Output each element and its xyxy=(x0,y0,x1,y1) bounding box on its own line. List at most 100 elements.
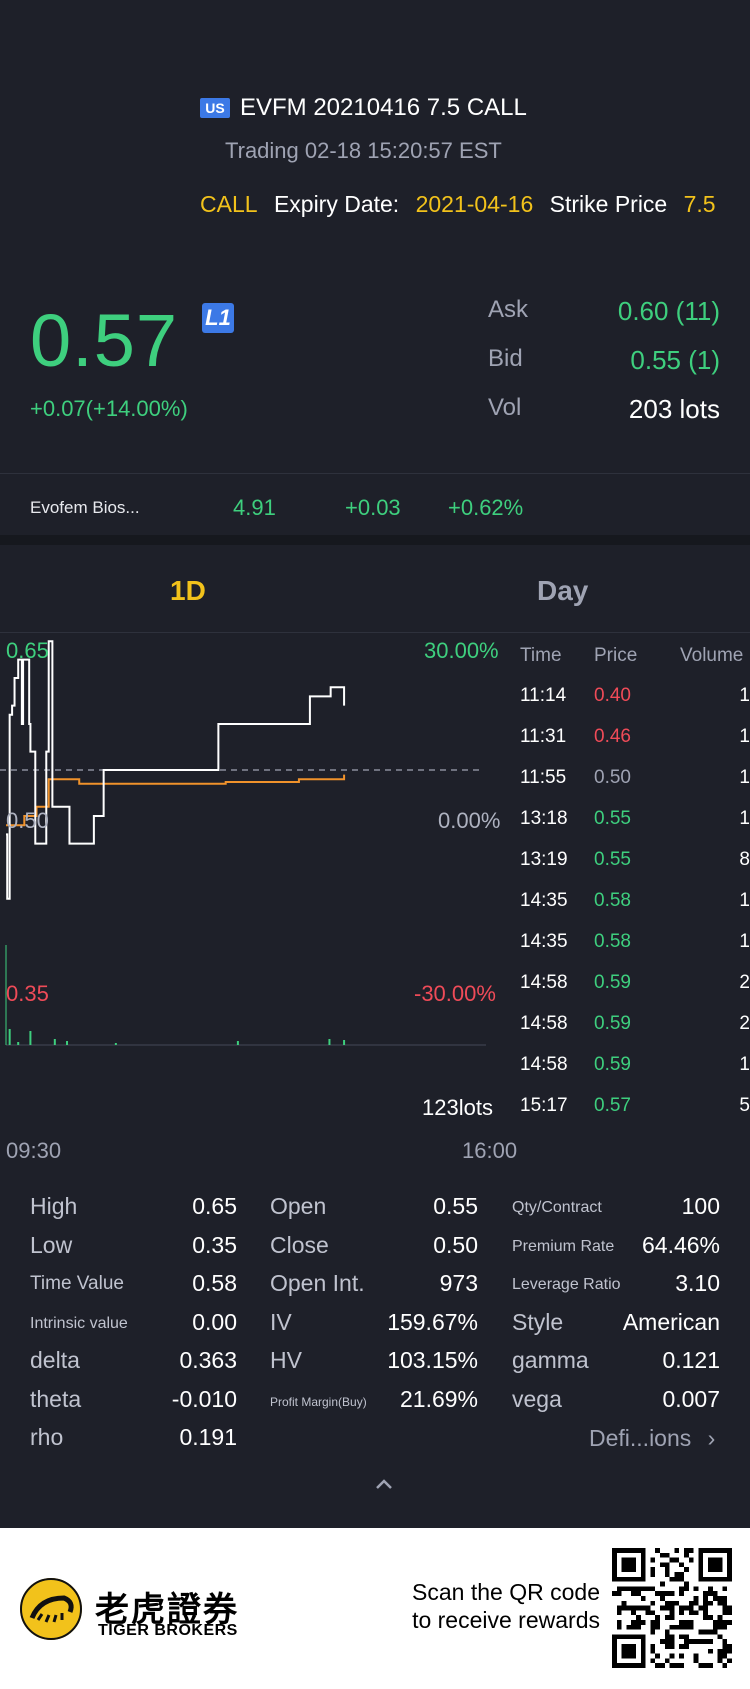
stat-label: Leverage Ratio xyxy=(512,1276,621,1293)
tick-volume: 1 xyxy=(739,808,750,829)
col-header-volume: Volume xyxy=(680,645,744,666)
vol-label: Vol xyxy=(488,394,522,421)
stat-value: 103.15% xyxy=(387,1347,478,1373)
stat-label: Profit Margin(Buy) xyxy=(270,1394,367,1409)
intraday-chart[interactable] xyxy=(0,630,520,1170)
tick-row: 14:58 0.59 2 xyxy=(520,972,750,1016)
tick-volume: 1 xyxy=(739,1054,750,1075)
y-axis-mid: 0.50 xyxy=(6,808,49,833)
brand-name-cn: 老虎證券 xyxy=(95,1591,239,1629)
tick-time: 14:58 xyxy=(520,972,568,993)
tick-price: 0.57 xyxy=(594,1095,631,1116)
tick-row: 13:18 0.55 1 xyxy=(520,808,750,852)
tick-price: 0.59 xyxy=(594,1054,631,1075)
stat-label: Intrinsic value xyxy=(30,1314,128,1332)
scan-text: Scan the QR code to receive rewards xyxy=(380,1578,600,1634)
stat-value: 64.46% xyxy=(641,1231,720,1258)
strike-value: 7.5 xyxy=(683,191,716,217)
price-line xyxy=(6,640,346,900)
definitions-link[interactable]: Defi...ions › xyxy=(589,1425,715,1452)
stat-value: 0.55 xyxy=(433,1193,478,1219)
expiry-label: Expiry Date: xyxy=(273,191,400,217)
tick-row: 11:14 0.40 1 xyxy=(520,685,750,729)
y-axis-low: 0.35 xyxy=(6,981,49,1006)
scan-line-1: Scan the QR code xyxy=(412,1579,600,1605)
pct-axis-low: -30.00% xyxy=(414,981,496,1006)
strike-label: Strike Price xyxy=(549,191,668,217)
ask-label: Ask xyxy=(488,296,529,323)
vol-value: 203 lots xyxy=(628,394,720,424)
average-series xyxy=(6,774,346,827)
bid-value: 0.55 (1) xyxy=(630,345,720,375)
stat-value: 159.67% xyxy=(387,1308,478,1335)
tick-time: 11:31 xyxy=(520,726,567,747)
tick-time: 14:58 xyxy=(520,1013,568,1034)
divider xyxy=(0,632,750,633)
tick-volume: 1 xyxy=(739,890,750,911)
tick-price: 0.58 xyxy=(594,931,631,952)
chevron-right-icon: › xyxy=(707,1425,716,1451)
tick-price: 0.55 xyxy=(594,808,631,829)
definitions-label[interactable]: Defi...ions xyxy=(589,1425,692,1451)
stat-value: 0.121 xyxy=(662,1347,720,1373)
pct-axis-high: 30.00% xyxy=(424,638,499,663)
tiger-logo-icon xyxy=(20,1578,82,1640)
stat-label: gamma xyxy=(512,1347,589,1373)
stat-label: Close xyxy=(270,1231,329,1258)
col-header-price: Price xyxy=(594,645,638,666)
stat-value: 0.007 xyxy=(662,1385,720,1412)
tab-day[interactable]: Day xyxy=(537,575,589,606)
price-change: +0.07(+14.00%) xyxy=(30,396,188,421)
tick-volume: 1 xyxy=(739,726,750,747)
tick-row: 11:55 0.50 1 xyxy=(520,767,750,811)
option-type: CALL xyxy=(200,191,258,217)
tick-volume: 5 xyxy=(739,1095,750,1116)
section-separator xyxy=(0,535,750,545)
chevron-up-icon[interactable] xyxy=(375,1475,393,1493)
stat-value: 0.65 xyxy=(192,1193,237,1219)
stat-value: 0.58 xyxy=(192,1270,237,1296)
expiry-value: 2021-04-16 xyxy=(415,191,534,217)
tab-1d[interactable]: 1D xyxy=(170,575,206,606)
stat-label: Style xyxy=(512,1308,564,1335)
stat-label: Low xyxy=(30,1231,73,1258)
tick-price: 0.59 xyxy=(594,1013,631,1034)
stat-label: vega xyxy=(512,1385,562,1412)
stat-label: rho xyxy=(30,1424,64,1450)
tick-time: 13:18 xyxy=(520,808,568,829)
tick-price: 0.58 xyxy=(594,890,631,911)
tick-price: 0.50 xyxy=(594,767,631,788)
price-series xyxy=(6,640,346,900)
trading-status: Trading 02-18 15:20:57 EST xyxy=(225,138,502,163)
tick-time: 11:14 xyxy=(520,685,567,706)
level1-badge[interactable]: L1 xyxy=(202,303,234,333)
tick-row: 14:35 0.58 1 xyxy=(520,931,750,975)
stat-value: -0.010 xyxy=(171,1385,237,1412)
stat-label: delta xyxy=(30,1347,80,1373)
brand-name-en: TIGER BROKERS xyxy=(98,1622,238,1639)
tick-time: 11:55 xyxy=(520,767,567,788)
underlying-name[interactable]: Evofem Bios... xyxy=(30,498,140,517)
average-line xyxy=(6,774,346,827)
stat-value: 973 xyxy=(439,1270,478,1296)
tick-price: 0.40 xyxy=(594,685,631,706)
divider xyxy=(0,473,750,474)
stat-label: Open xyxy=(270,1193,327,1219)
col-header-time: Time xyxy=(520,645,562,666)
tick-row: 14:58 0.59 2 xyxy=(520,1013,750,1057)
stat-value: 0.191 xyxy=(179,1424,237,1450)
tick-row: 15:17 0.57 5 xyxy=(520,1095,750,1139)
underlying-price: 4.91 xyxy=(233,495,276,520)
stat-value: 100 xyxy=(681,1193,720,1219)
tick-volume: 8 xyxy=(739,849,750,870)
bid-label: Bid xyxy=(488,345,523,372)
stat-label: Premium Rate xyxy=(512,1237,615,1255)
volume-bars xyxy=(8,1029,346,1045)
chart-grid xyxy=(0,769,486,1046)
stat-value: American xyxy=(622,1308,720,1335)
qr-code-icon xyxy=(612,1548,732,1668)
stat-label: IV xyxy=(270,1308,292,1335)
tick-volume: 1 xyxy=(739,685,750,706)
stat-label: Time Value xyxy=(30,1273,124,1294)
stat-label: theta xyxy=(30,1385,82,1412)
